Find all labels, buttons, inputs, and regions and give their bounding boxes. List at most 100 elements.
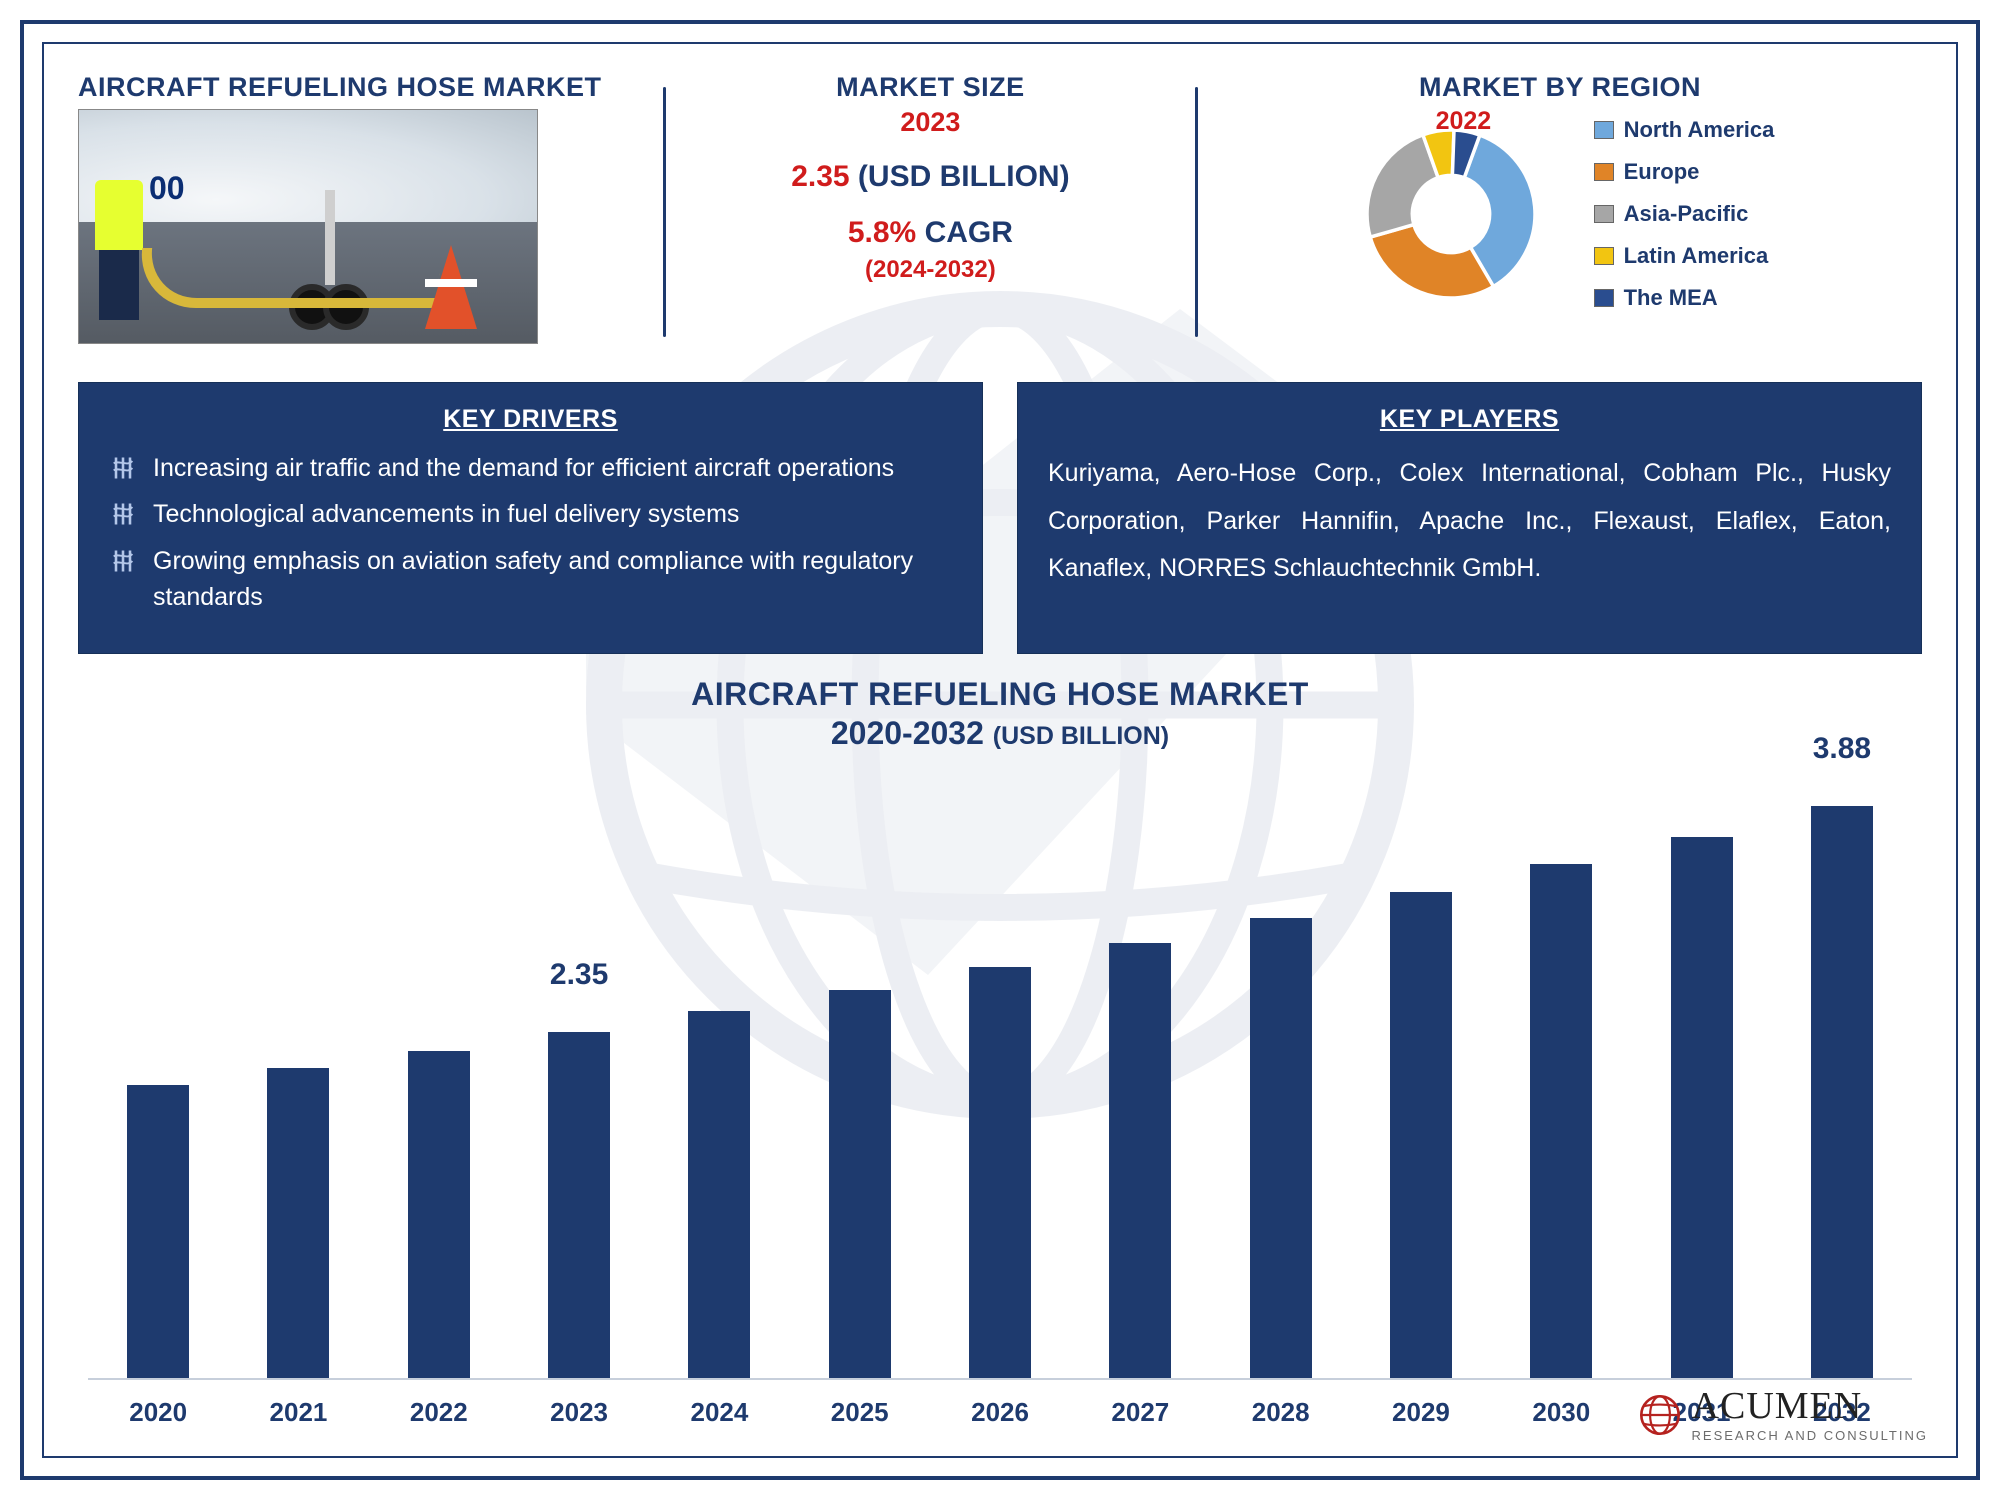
bars-wrap: 2020202120222.35202320242025202620272028… [88, 776, 1912, 1436]
driver-bullet-icon [109, 450, 137, 486]
legend-item: The MEA [1594, 285, 1775, 311]
market-size-cagr-row: 5.8% CAGR [848, 216, 1013, 250]
key-driver-text: Technological advancements in fuel deliv… [153, 496, 739, 532]
region-legend: North America Europe Asia-Pacific Latin Ame… [1594, 117, 1775, 311]
bar [267, 1068, 329, 1378]
bar-slot: 2029 [1351, 806, 1491, 1378]
col-market-size: MARKET SIZE 2023 2.35 (USD BILLION) 5.8%… [666, 72, 1195, 362]
bar-slot: 2.352023 [509, 806, 649, 1378]
bar [1390, 892, 1452, 1378]
donut-chart [1346, 109, 1556, 319]
top-row: AIRCRAFT REFUELING HOSE MARKET 00 MARKET… [78, 72, 1922, 362]
legend-swatch [1594, 121, 1614, 139]
bar [1250, 918, 1312, 1378]
market-size-value: 2.35 [791, 160, 849, 193]
bar-slot: 2024 [649, 806, 789, 1378]
driver-bullet-icon [109, 543, 137, 579]
brand-text: ACUMEN RESEARCH AND CONSULTING [1692, 1387, 1928, 1442]
brand-globe-icon [1638, 1393, 1682, 1437]
bar [688, 1011, 750, 1378]
panels-row: KEY DRIVERS Increasing air traffic and t… [78, 382, 1922, 654]
legend-swatch [1594, 247, 1614, 265]
bar-x-label: 2023 [550, 1397, 608, 1428]
legend-item: Latin America [1594, 243, 1775, 269]
legend-label: Latin America [1624, 243, 1769, 269]
bar-slot: 2026 [930, 806, 1070, 1378]
bar-x-label: 2025 [831, 1397, 889, 1428]
bar-value-label: 2.35 [550, 958, 608, 992]
legend-label: Europe [1624, 159, 1700, 185]
bar-x-label: 2020 [129, 1397, 187, 1428]
market-size-year: 2023 [900, 107, 960, 138]
bar [1811, 806, 1873, 1378]
legend-swatch [1594, 289, 1614, 307]
bar-slot: 2027 [1070, 806, 1210, 1378]
bar-x-label: 2029 [1392, 1397, 1450, 1428]
legend-swatch [1594, 163, 1614, 181]
bar-chart-sub-range: 2020-2032 [831, 715, 993, 751]
inner-frame: AIRCRAFT REFUELING HOSE MARKET 00 MARKET… [42, 42, 1958, 1458]
market-size-value-row: 2.35 (USD BILLION) [791, 160, 1069, 194]
bar [1530, 864, 1592, 1379]
bar [969, 967, 1031, 1378]
region-year: 2022 [1436, 107, 1492, 136]
cagr-value: 5.8% [848, 216, 916, 249]
bar [829, 990, 891, 1378]
outer-frame: AIRCRAFT REFUELING HOSE MARKET 00 MARKET… [20, 20, 1980, 1480]
bar [1671, 837, 1733, 1378]
bar-slot: 2028 [1211, 806, 1351, 1378]
region-body: 2022 North America Europe Asia-Pacific Lati… [1346, 109, 1775, 319]
legend-label: North America [1624, 117, 1775, 143]
legend-label: Asia-Pacific [1624, 201, 1749, 227]
bar [1109, 943, 1171, 1378]
cagr-label: CAGR [925, 216, 1013, 249]
region-title: MARKET BY REGION [1419, 72, 1701, 103]
bar-x-label: 2030 [1532, 1397, 1590, 1428]
bars-container: 2020202120222.35202320242025202620272028… [88, 806, 1912, 1378]
key-driver-item: Technological advancements in fuel deliv… [109, 496, 952, 532]
driver-bullet-icon [109, 496, 137, 532]
bar-x-label: 2021 [270, 1397, 328, 1428]
brand-tagline: RESEARCH AND CONSULTING [1692, 1429, 1928, 1442]
key-players-text: Kuriyama, Aero-Hose Corp., Colex Interna… [1048, 450, 1891, 593]
key-players-panel: KEY PLAYERS Kuriyama, Aero-Hose Corp., C… [1017, 382, 1922, 654]
hero-photo: 00 [78, 109, 538, 344]
market-title: AIRCRAFT REFUELING HOSE MARKET [78, 72, 602, 103]
bar-slot: 2025 [790, 806, 930, 1378]
bar-slot: 2031 [1631, 806, 1771, 1378]
col-market-title: AIRCRAFT REFUELING HOSE MARKET 00 [78, 72, 663, 362]
chart-baseline [88, 1378, 1912, 1380]
bar-slot: 2020 [88, 806, 228, 1378]
key-drivers-title: KEY DRIVERS [109, 405, 952, 434]
bar [548, 1032, 610, 1378]
bar-chart-title: AIRCRAFT REFUELING HOSE MARKET [78, 676, 1922, 713]
bar-x-label: 2024 [690, 1397, 748, 1428]
cagr-period: (2024-2032) [865, 256, 996, 284]
key-driver-text: Growing emphasis on aviation safety and … [153, 543, 952, 616]
bar-x-label: 2028 [1252, 1397, 1310, 1428]
legend-item: North America [1594, 117, 1775, 143]
market-size-title: MARKET SIZE [836, 72, 1025, 103]
bar-chart-subtitle: 2020-2032 (USD BILLION) [78, 715, 1922, 752]
legend-item: Europe [1594, 159, 1775, 185]
content: AIRCRAFT REFUELING HOSE MARKET 00 MARKET… [44, 44, 1956, 1456]
key-players-title: KEY PLAYERS [1048, 405, 1891, 434]
legend-item: Asia-Pacific [1594, 201, 1775, 227]
bar [408, 1051, 470, 1378]
bar-slot: 2021 [228, 806, 368, 1378]
bar-x-label: 2026 [971, 1397, 1029, 1428]
bar-chart-sub-unit: (USD BILLION) [993, 722, 1169, 750]
key-drivers-list: Increasing air traffic and the demand fo… [109, 450, 952, 615]
key-drivers-panel: KEY DRIVERS Increasing air traffic and t… [78, 382, 983, 654]
donut-wrap: 2022 [1346, 109, 1556, 319]
aircraft-number: 00 [149, 170, 185, 207]
bar-slot: 2022 [369, 806, 509, 1378]
bar-slot: 3.882032 [1772, 806, 1912, 1378]
bar-x-label: 2027 [1111, 1397, 1169, 1428]
brand-name: ACUMEN [1692, 1387, 1928, 1425]
bar-chart-area: AIRCRAFT REFUELING HOSE MARKET 2020-2032… [78, 676, 1922, 1436]
market-size-unit: (USD BILLION) [858, 160, 1070, 193]
bar-value-label: 3.88 [1813, 732, 1871, 766]
legend-label: The MEA [1624, 285, 1718, 311]
key-driver-item: Increasing air traffic and the demand fo… [109, 450, 952, 486]
